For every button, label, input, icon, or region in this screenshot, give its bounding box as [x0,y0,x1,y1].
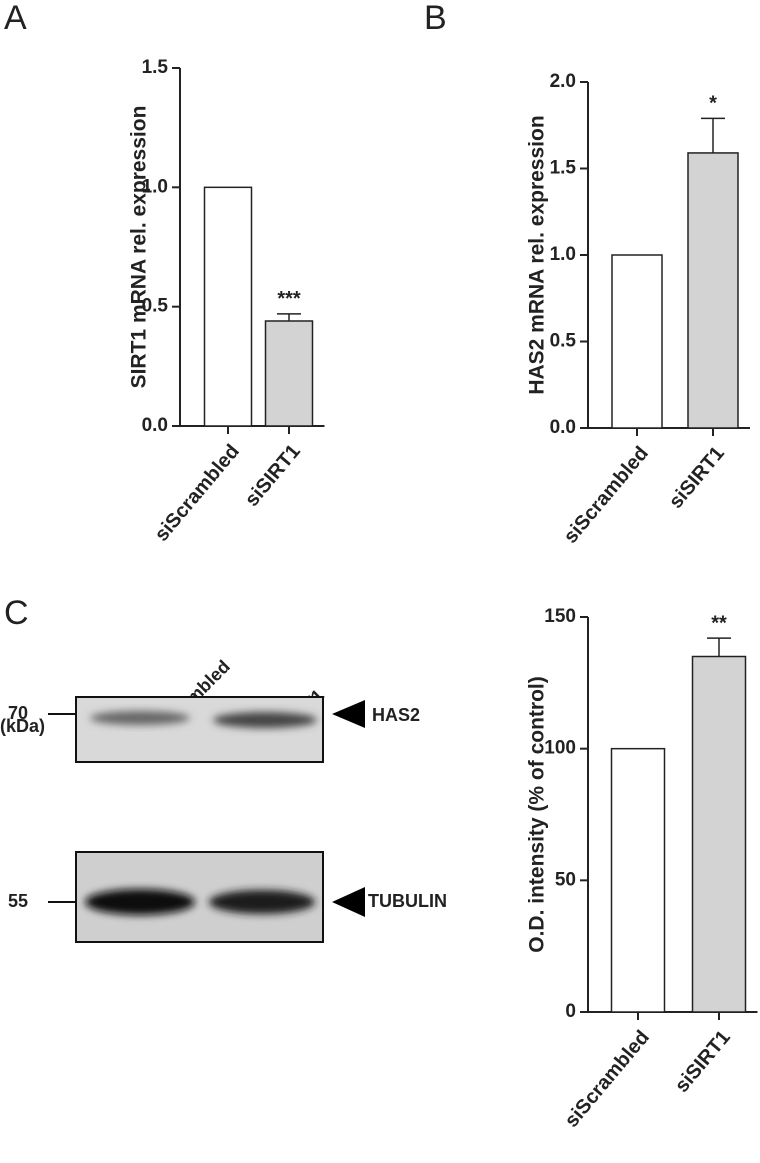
y-tick-label: 0 [565,1001,576,1022]
band [209,890,315,914]
western-blot: (kDa) siScrambled siSIRT1 70 55 HAS2 TUB… [0,656,447,943]
y-axis-label: SIRT1 mRNA rel. expression [128,106,151,389]
protein-label: HAS2 [372,705,420,725]
x-tick-label: siScrambled [560,442,653,547]
y-tick-label: 1.0 [142,176,168,197]
x-tick-label: siSIRT1 [671,1026,735,1096]
panel-label: B [424,0,447,37]
y-tick-label: 0.5 [550,331,577,352]
y-tick-label: 0.0 [142,415,168,436]
marker-label: 70 [8,703,28,723]
significance: * [709,93,717,115]
marker-label: 55 [8,891,28,911]
bar [691,655,747,1013]
protein-label: TUBULIN [368,891,447,911]
y-tick-label: 0.5 [142,296,169,317]
significance: *** [277,288,301,310]
y-tick-label: 50 [555,869,576,890]
bar [611,254,663,429]
x-tick-label: siScrambled [151,440,244,545]
bar [203,186,253,427]
y-tick-label: 0.0 [550,417,576,438]
x-tick-label: siSIRT1 [665,442,729,512]
arrowhead [332,887,365,917]
y-tick-label: 150 [544,606,576,627]
x-tick-label: siSIRT1 [241,440,305,510]
band [213,712,317,728]
bar [264,320,314,427]
panel-label: C [4,594,29,632]
bar [687,152,739,429]
bar [610,747,666,1013]
kda-label: (kDa) [0,716,45,736]
arrowhead [332,700,365,728]
y-tick-label: 2.0 [550,71,576,92]
y-tick-label: 1.5 [550,158,577,179]
band [90,711,190,725]
y-tick-label: 1.0 [550,244,576,265]
y-tick-label: 1.5 [142,57,169,78]
band [85,889,195,915]
y-axis-label: HAS2 mRNA rel. expression [526,115,549,394]
y-axis-label: O.D. intensity (% of control) [526,676,549,953]
x-tick-label: siScrambled [561,1026,654,1131]
significance: ** [711,612,727,634]
panel-label: A [4,0,27,37]
blot-membrane [75,696,324,763]
y-tick-label: 100 [544,738,576,759]
